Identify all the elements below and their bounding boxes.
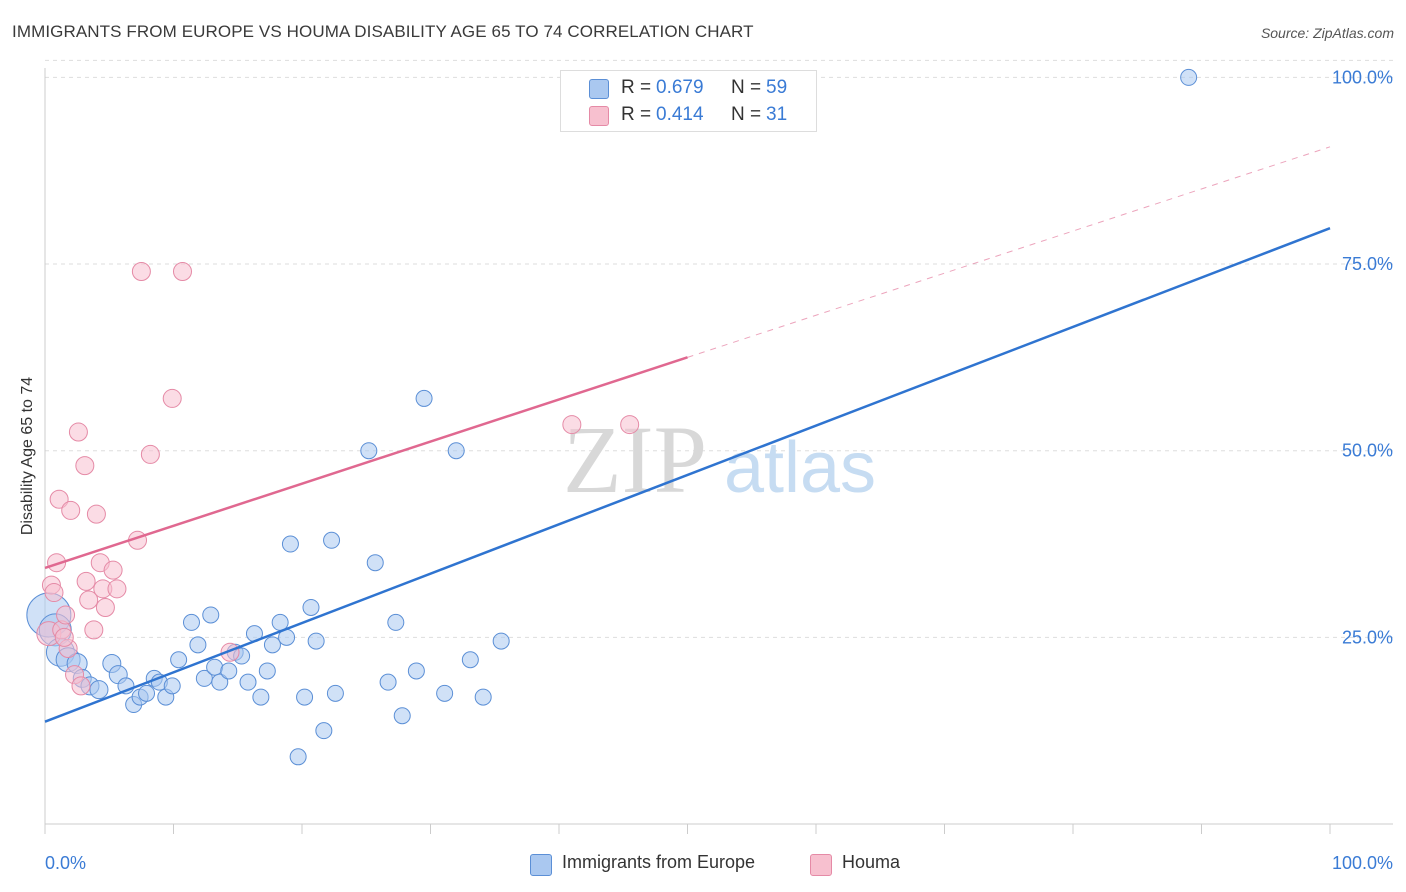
europe-point [461, 651, 479, 669]
europe-point [211, 673, 229, 691]
bottom-swatch-houma [810, 854, 832, 876]
europe-point [258, 662, 276, 680]
europe-point [252, 688, 270, 706]
legend-r-value: 0.679 [656, 77, 704, 98]
houma-point [172, 262, 192, 282]
houma-point [75, 456, 95, 476]
europe-point [170, 651, 188, 669]
watermark-atlas: atlas [724, 428, 876, 508]
bottom-legend-label: Immigrants from Europe [562, 852, 756, 872]
houma-point [131, 262, 151, 282]
legend-swatch-houma [589, 106, 609, 126]
houma-point [140, 444, 160, 464]
houma-point [54, 627, 74, 647]
x-tick-label: 100.0% [1332, 853, 1393, 873]
europe-point [447, 442, 465, 460]
y-tick-label: 75.0% [1342, 254, 1393, 274]
y-tick-label: 100.0% [1332, 67, 1393, 87]
houma-point [79, 590, 99, 610]
europe-point [323, 531, 341, 549]
legend-r-value: 0.414 [656, 104, 704, 125]
houma-point [620, 415, 640, 435]
x-tick-label: 0.0% [45, 853, 86, 873]
houma-point [56, 605, 76, 625]
europe-point [407, 662, 425, 680]
europe-point [289, 748, 307, 766]
y-tick-label: 25.0% [1342, 627, 1393, 647]
legend-r-label: R = [621, 77, 652, 98]
houma-point [76, 571, 96, 591]
houma-point [71, 676, 91, 696]
houma-trendline-extension [687, 146, 1331, 358]
houma-trendline [44, 356, 688, 570]
europe-point [189, 636, 207, 654]
y-tick-label: 50.0% [1342, 441, 1393, 461]
chart-title: IMMIGRANTS FROM EUROPE VS HOUMA DISABILI… [12, 22, 754, 41]
europe-point [492, 632, 510, 650]
europe-point [206, 658, 224, 676]
europe-point [360, 442, 378, 460]
europe-point [182, 613, 200, 631]
houma-point [84, 620, 104, 640]
europe-trendline [44, 227, 1331, 723]
source-label: Source: ZipAtlas.com [1260, 25, 1394, 41]
europe-point [1180, 68, 1198, 86]
europe-point [220, 662, 238, 680]
houma-point [95, 597, 115, 617]
houma-point [49, 489, 69, 509]
europe-point [474, 688, 492, 706]
legend-n-label: N = [731, 104, 762, 125]
europe-point [281, 535, 299, 553]
legend-n-value: 31 [766, 104, 788, 125]
houma-point [68, 422, 88, 442]
europe-point [138, 684, 156, 702]
legend-n-label: N = [731, 77, 762, 98]
bottom-legend-label: Houma [842, 852, 901, 872]
houma-point [61, 500, 81, 520]
bottom-swatch-europe [530, 854, 552, 876]
houma-point [103, 560, 123, 580]
europe-point [239, 673, 257, 691]
houma-point [47, 553, 67, 573]
houma-point [107, 579, 127, 599]
legend-row-europe: R = 0.679 N = 59 [561, 75, 816, 101]
europe-point [379, 673, 397, 691]
europe-point [307, 632, 325, 650]
europe-point [302, 598, 320, 616]
europe-point [387, 613, 405, 631]
legend-swatch-europe [589, 79, 609, 99]
legend-row-houma: R = 0.414 N = 31 [561, 102, 816, 128]
europe-point [366, 554, 384, 572]
houma-point [162, 388, 182, 408]
europe-point [436, 684, 454, 702]
correlation-legend: R = 0.679 N = 59 R = 0.414 N = 31 [560, 70, 817, 132]
houma-point [44, 583, 64, 603]
europe-point [326, 684, 344, 702]
europe-point [89, 680, 109, 700]
europe-point [415, 389, 433, 407]
legend-r-label: R = [621, 104, 652, 125]
europe-point [263, 636, 281, 654]
houma-point [86, 504, 106, 524]
europe-point [163, 677, 181, 695]
europe-point [393, 707, 411, 725]
europe-point [202, 606, 220, 624]
houma-point [562, 415, 582, 435]
legend-n-value: 59 [766, 77, 788, 98]
europe-point [296, 688, 314, 706]
europe-point [315, 722, 333, 740]
